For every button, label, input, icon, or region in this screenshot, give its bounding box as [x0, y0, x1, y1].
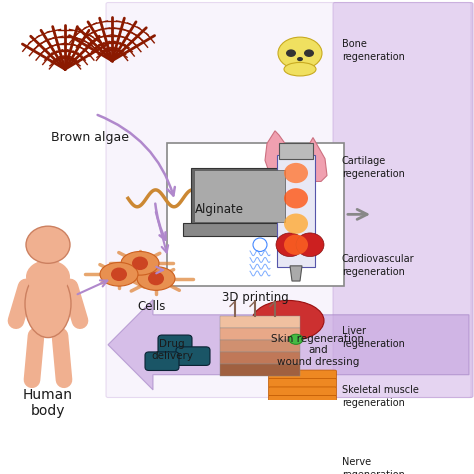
Circle shape — [284, 163, 308, 183]
Ellipse shape — [26, 260, 70, 294]
FancyBboxPatch shape — [333, 2, 473, 398]
FancyBboxPatch shape — [220, 340, 300, 352]
Circle shape — [284, 235, 308, 255]
FancyBboxPatch shape — [220, 317, 300, 328]
Ellipse shape — [25, 270, 71, 337]
Ellipse shape — [252, 301, 324, 341]
Circle shape — [276, 233, 304, 256]
Text: Nerve
regeneration: Nerve regeneration — [342, 457, 405, 474]
Circle shape — [148, 272, 164, 285]
FancyBboxPatch shape — [145, 352, 179, 371]
Text: Drug
delivery: Drug delivery — [151, 339, 193, 361]
FancyBboxPatch shape — [220, 364, 300, 375]
FancyBboxPatch shape — [220, 352, 300, 364]
FancyBboxPatch shape — [279, 143, 313, 159]
Polygon shape — [299, 137, 327, 182]
Text: Human
body: Human body — [23, 388, 73, 419]
Ellipse shape — [121, 252, 159, 275]
Text: Alginate: Alginate — [195, 203, 244, 216]
Text: Cardiovascular
regeneration: Cardiovascular regeneration — [342, 254, 415, 277]
Text: Bone
regeneration: Bone regeneration — [342, 39, 405, 62]
Text: Brown algae: Brown algae — [51, 131, 129, 144]
FancyBboxPatch shape — [268, 379, 337, 388]
FancyBboxPatch shape — [220, 328, 300, 340]
FancyBboxPatch shape — [191, 168, 288, 225]
Text: Skin regeneration
and
wound dressing: Skin regeneration and wound dressing — [272, 334, 365, 367]
FancyBboxPatch shape — [106, 2, 471, 398]
Polygon shape — [278, 247, 322, 264]
Text: Cells: Cells — [138, 300, 166, 312]
Circle shape — [270, 458, 294, 474]
FancyBboxPatch shape — [183, 223, 296, 237]
Circle shape — [26, 226, 70, 264]
Polygon shape — [265, 131, 287, 175]
Text: 3D printing: 3D printing — [222, 291, 288, 304]
Ellipse shape — [100, 263, 138, 286]
Ellipse shape — [278, 37, 322, 69]
Text: Skeletal muscle
regeneration: Skeletal muscle regeneration — [342, 385, 419, 408]
Polygon shape — [290, 266, 302, 281]
Text: Liver
regeneration: Liver regeneration — [342, 326, 405, 349]
Circle shape — [296, 233, 324, 256]
Circle shape — [284, 188, 308, 209]
Ellipse shape — [289, 334, 303, 344]
Text: Cartilage
regeneration: Cartilage regeneration — [342, 155, 405, 179]
FancyBboxPatch shape — [268, 370, 337, 379]
Ellipse shape — [286, 49, 296, 57]
FancyBboxPatch shape — [167, 143, 344, 286]
Polygon shape — [108, 300, 469, 390]
Ellipse shape — [297, 57, 303, 61]
FancyBboxPatch shape — [158, 335, 192, 354]
Ellipse shape — [284, 63, 316, 76]
Circle shape — [111, 267, 127, 281]
FancyBboxPatch shape — [268, 395, 337, 405]
Ellipse shape — [137, 267, 175, 290]
Ellipse shape — [304, 49, 314, 57]
Circle shape — [284, 213, 308, 234]
FancyBboxPatch shape — [41, 262, 55, 277]
FancyBboxPatch shape — [277, 155, 315, 267]
FancyBboxPatch shape — [268, 404, 337, 413]
FancyBboxPatch shape — [268, 387, 337, 396]
Circle shape — [132, 256, 148, 270]
FancyBboxPatch shape — [176, 347, 210, 365]
FancyBboxPatch shape — [194, 171, 285, 222]
